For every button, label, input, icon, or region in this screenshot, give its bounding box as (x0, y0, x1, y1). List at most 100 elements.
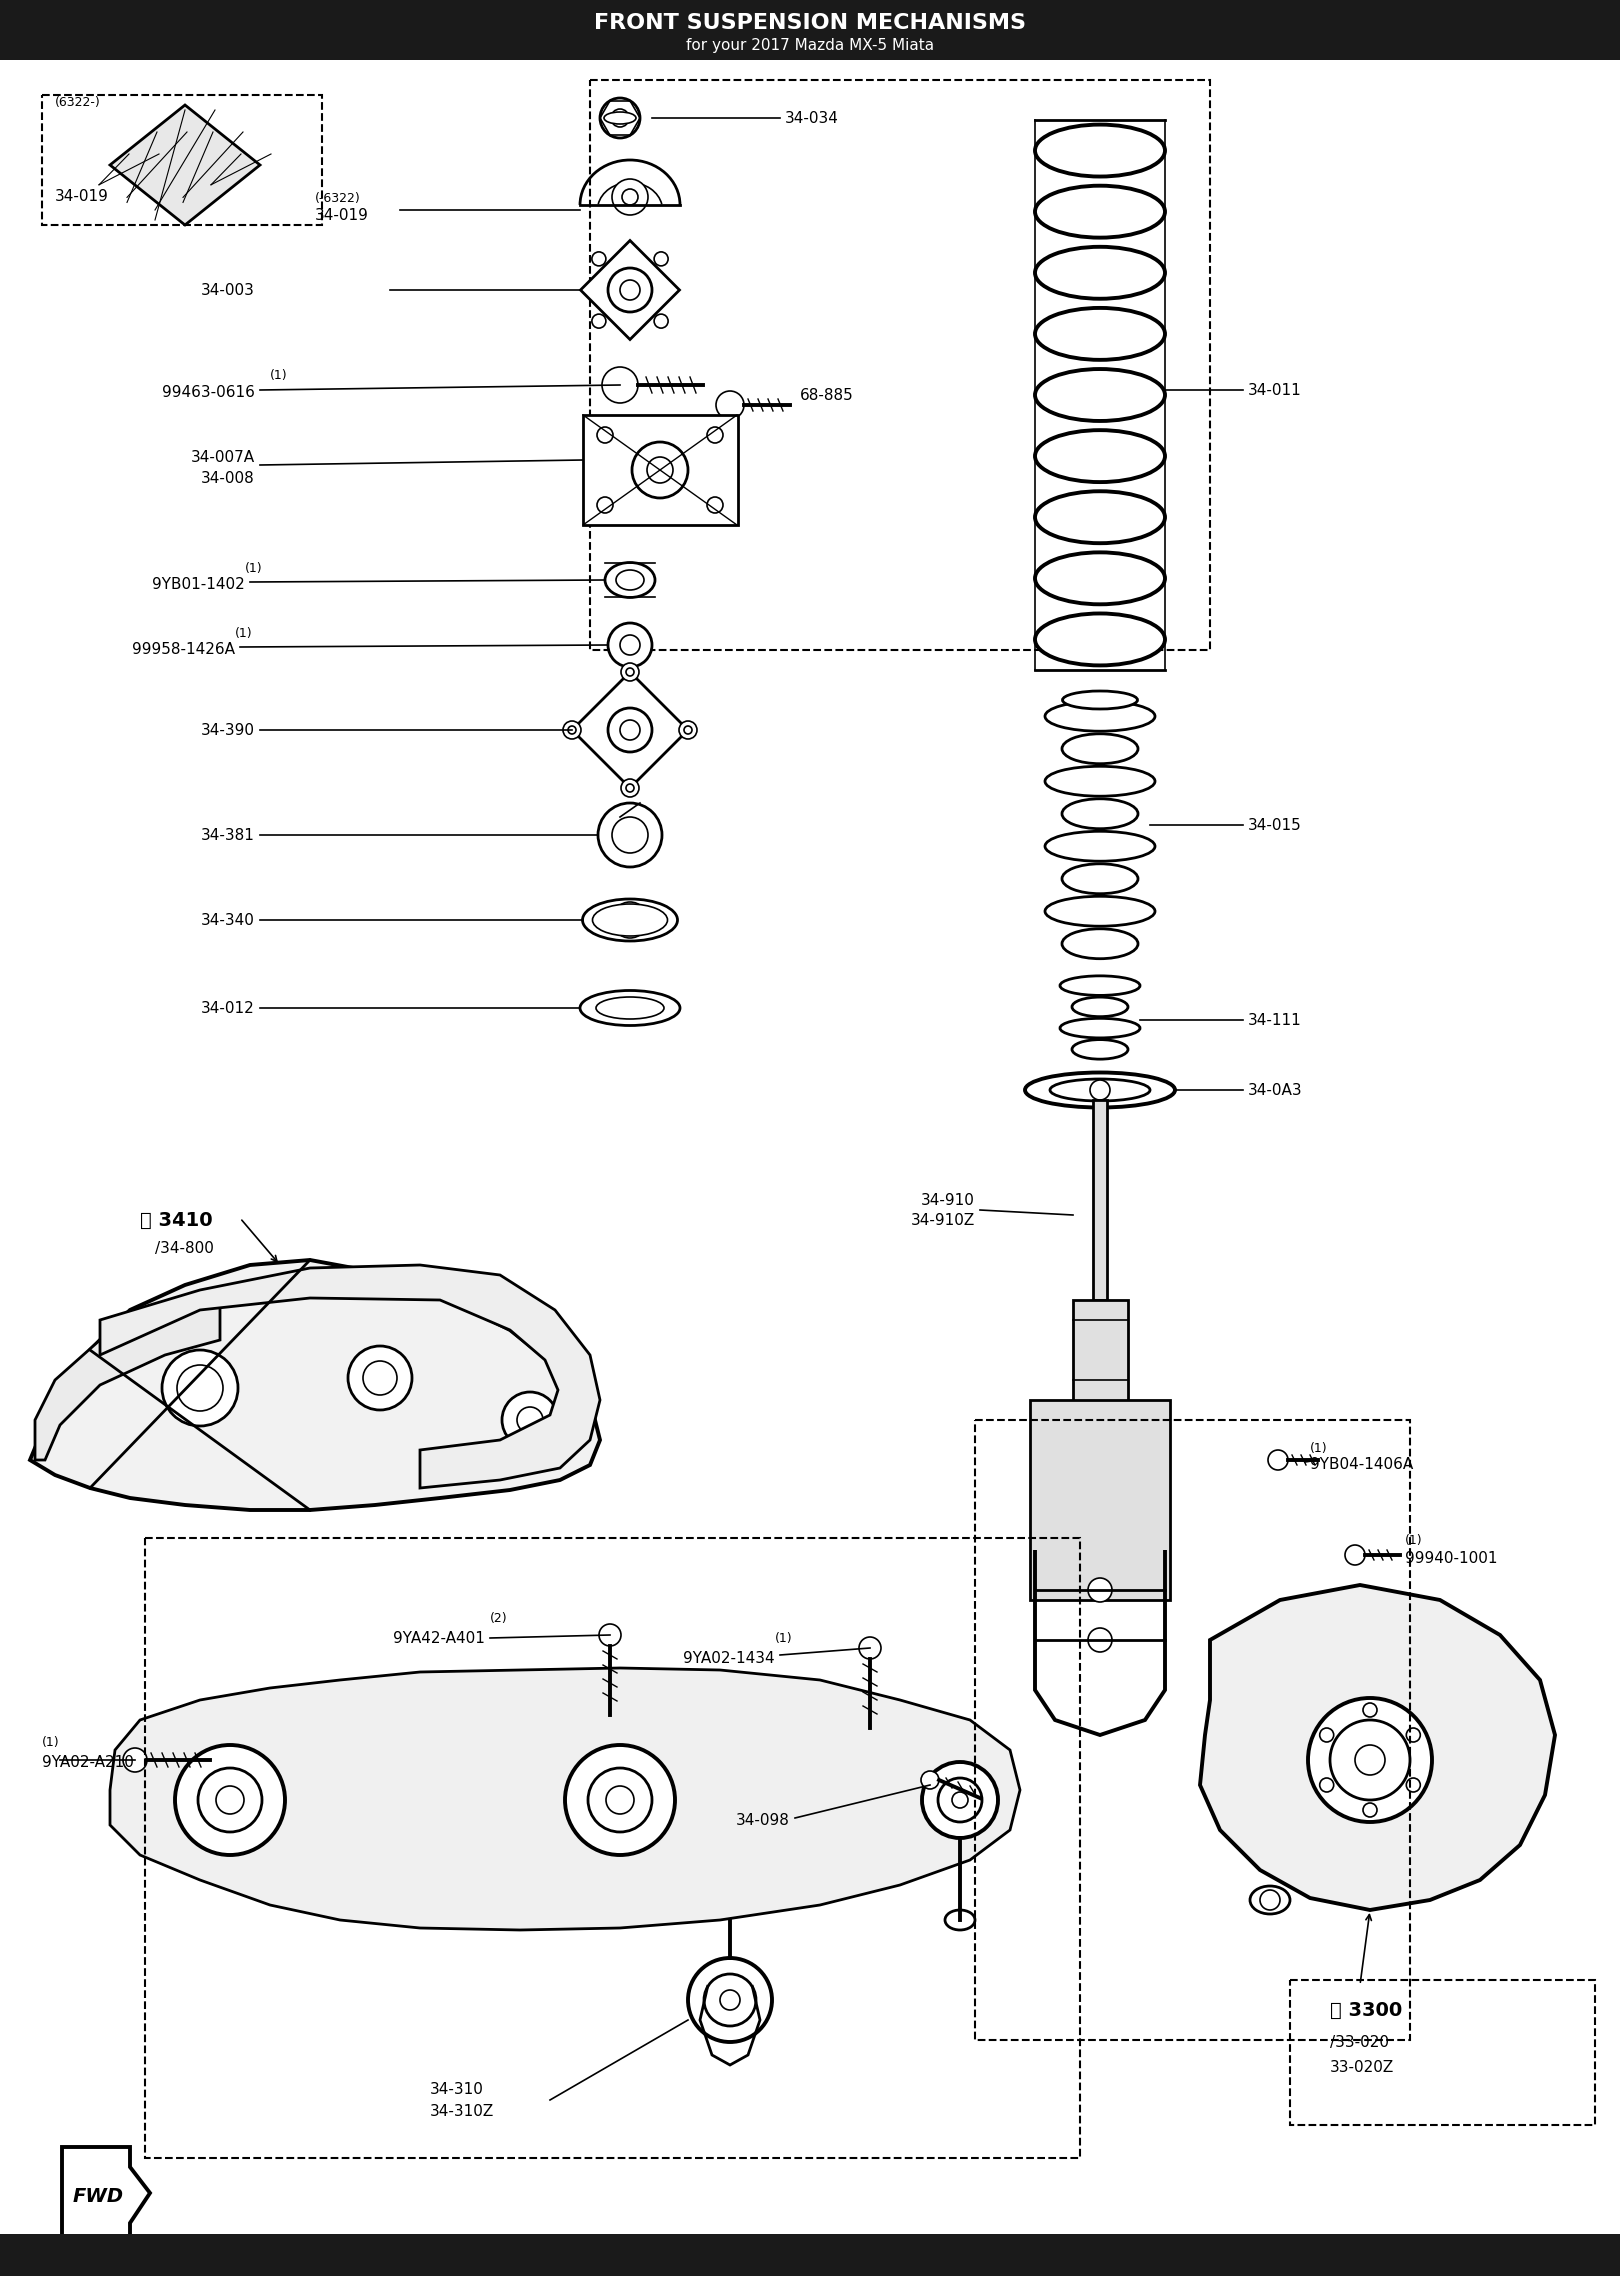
Ellipse shape (1063, 865, 1137, 894)
Circle shape (622, 189, 638, 205)
Ellipse shape (616, 569, 645, 589)
Circle shape (598, 428, 612, 444)
Text: 99940-1001: 99940-1001 (1405, 1550, 1497, 1566)
Text: (1): (1) (1405, 1534, 1422, 1545)
Bar (1290, 1980, 1596, 2126)
Text: 99463-0616: 99463-0616 (162, 385, 254, 401)
Text: (1): (1) (42, 1737, 60, 1748)
Bar (146, 1539, 1081, 2158)
Circle shape (654, 314, 667, 328)
Circle shape (215, 1787, 245, 1814)
Ellipse shape (1059, 976, 1140, 995)
Ellipse shape (1035, 492, 1165, 544)
Circle shape (1330, 1721, 1409, 1800)
Text: 33-020Z: 33-020Z (1330, 2060, 1395, 2076)
Circle shape (177, 1366, 224, 1411)
Circle shape (922, 1771, 940, 1789)
Bar (583, 414, 739, 526)
Circle shape (632, 442, 688, 498)
Ellipse shape (1035, 125, 1165, 178)
Polygon shape (572, 671, 688, 787)
Text: 34-019: 34-019 (314, 207, 369, 223)
Text: 9YB04-1406A: 9YB04-1406A (1311, 1457, 1413, 1473)
Circle shape (620, 635, 640, 655)
Circle shape (716, 391, 744, 419)
Circle shape (591, 253, 606, 266)
Circle shape (1090, 1081, 1110, 1099)
Bar (590, 80, 1210, 651)
Text: 34-098: 34-098 (735, 1812, 791, 1828)
Circle shape (611, 109, 629, 127)
Circle shape (938, 1778, 982, 1823)
Text: 34-015: 34-015 (1247, 817, 1302, 833)
Text: /34-800: /34-800 (156, 1240, 214, 1256)
Text: 9YA02-1434: 9YA02-1434 (684, 1650, 774, 1666)
Circle shape (706, 496, 723, 512)
Circle shape (654, 253, 667, 266)
Circle shape (123, 1748, 147, 1773)
Text: (1): (1) (245, 562, 262, 574)
Ellipse shape (1045, 701, 1155, 731)
Circle shape (588, 1768, 651, 1832)
Bar (0, 2235, 1620, 2276)
Circle shape (606, 1787, 633, 1814)
Text: 68-885: 68-885 (800, 387, 854, 403)
Ellipse shape (1045, 831, 1155, 860)
Ellipse shape (1072, 1040, 1128, 1058)
Ellipse shape (1063, 799, 1137, 828)
Text: 9YA02-A210: 9YA02-A210 (42, 1755, 134, 1768)
Text: 34-011: 34-011 (1247, 382, 1302, 398)
Bar (0, 0, 1620, 59)
Ellipse shape (1035, 430, 1165, 483)
Bar (1072, 1300, 1128, 1580)
Ellipse shape (944, 1910, 975, 1930)
Text: for your 2017 Mazda MX-5 Miata: for your 2017 Mazda MX-5 Miata (685, 36, 935, 52)
Text: 34-008: 34-008 (201, 471, 254, 485)
Text: (1): (1) (1311, 1441, 1328, 1454)
Text: 34-0A3: 34-0A3 (1247, 1083, 1302, 1097)
Ellipse shape (1035, 369, 1165, 421)
Circle shape (1089, 1627, 1111, 1652)
Circle shape (1354, 1746, 1385, 1775)
Circle shape (922, 1762, 998, 1839)
Polygon shape (110, 105, 259, 225)
Ellipse shape (1059, 1017, 1140, 1038)
Text: 34-910: 34-910 (922, 1193, 975, 1209)
Circle shape (646, 457, 672, 483)
Circle shape (1089, 1577, 1111, 1602)
Ellipse shape (1063, 692, 1137, 710)
Circle shape (175, 1746, 285, 1855)
Text: 34-310: 34-310 (429, 2083, 484, 2098)
Ellipse shape (604, 112, 637, 123)
Circle shape (1362, 1803, 1377, 1816)
Text: ⎓ 3410: ⎓ 3410 (139, 1211, 212, 1229)
Circle shape (612, 817, 648, 854)
Ellipse shape (1035, 615, 1165, 665)
Circle shape (608, 624, 651, 667)
Text: (1): (1) (774, 1632, 792, 1646)
Bar (975, 1420, 1409, 2039)
Text: 99958-1426A: 99958-1426A (131, 642, 235, 655)
Circle shape (348, 1345, 411, 1411)
Circle shape (363, 1361, 397, 1395)
Circle shape (569, 726, 577, 733)
Circle shape (1406, 1727, 1421, 1741)
Circle shape (625, 783, 633, 792)
Circle shape (1345, 1545, 1366, 1566)
Circle shape (608, 269, 651, 312)
Text: 34-381: 34-381 (201, 828, 254, 842)
Ellipse shape (1035, 187, 1165, 237)
Text: 34-019: 34-019 (55, 189, 109, 203)
Polygon shape (31, 1261, 599, 1509)
Circle shape (603, 366, 638, 403)
Text: 34-390: 34-390 (201, 721, 254, 737)
Polygon shape (100, 1265, 599, 1489)
Text: (1): (1) (271, 369, 288, 382)
Circle shape (620, 719, 640, 740)
Circle shape (688, 1957, 773, 2042)
Ellipse shape (596, 997, 664, 1020)
Text: /33-020: /33-020 (1330, 2035, 1388, 2048)
Circle shape (564, 721, 582, 740)
Circle shape (1406, 1778, 1421, 1791)
Circle shape (706, 428, 723, 444)
